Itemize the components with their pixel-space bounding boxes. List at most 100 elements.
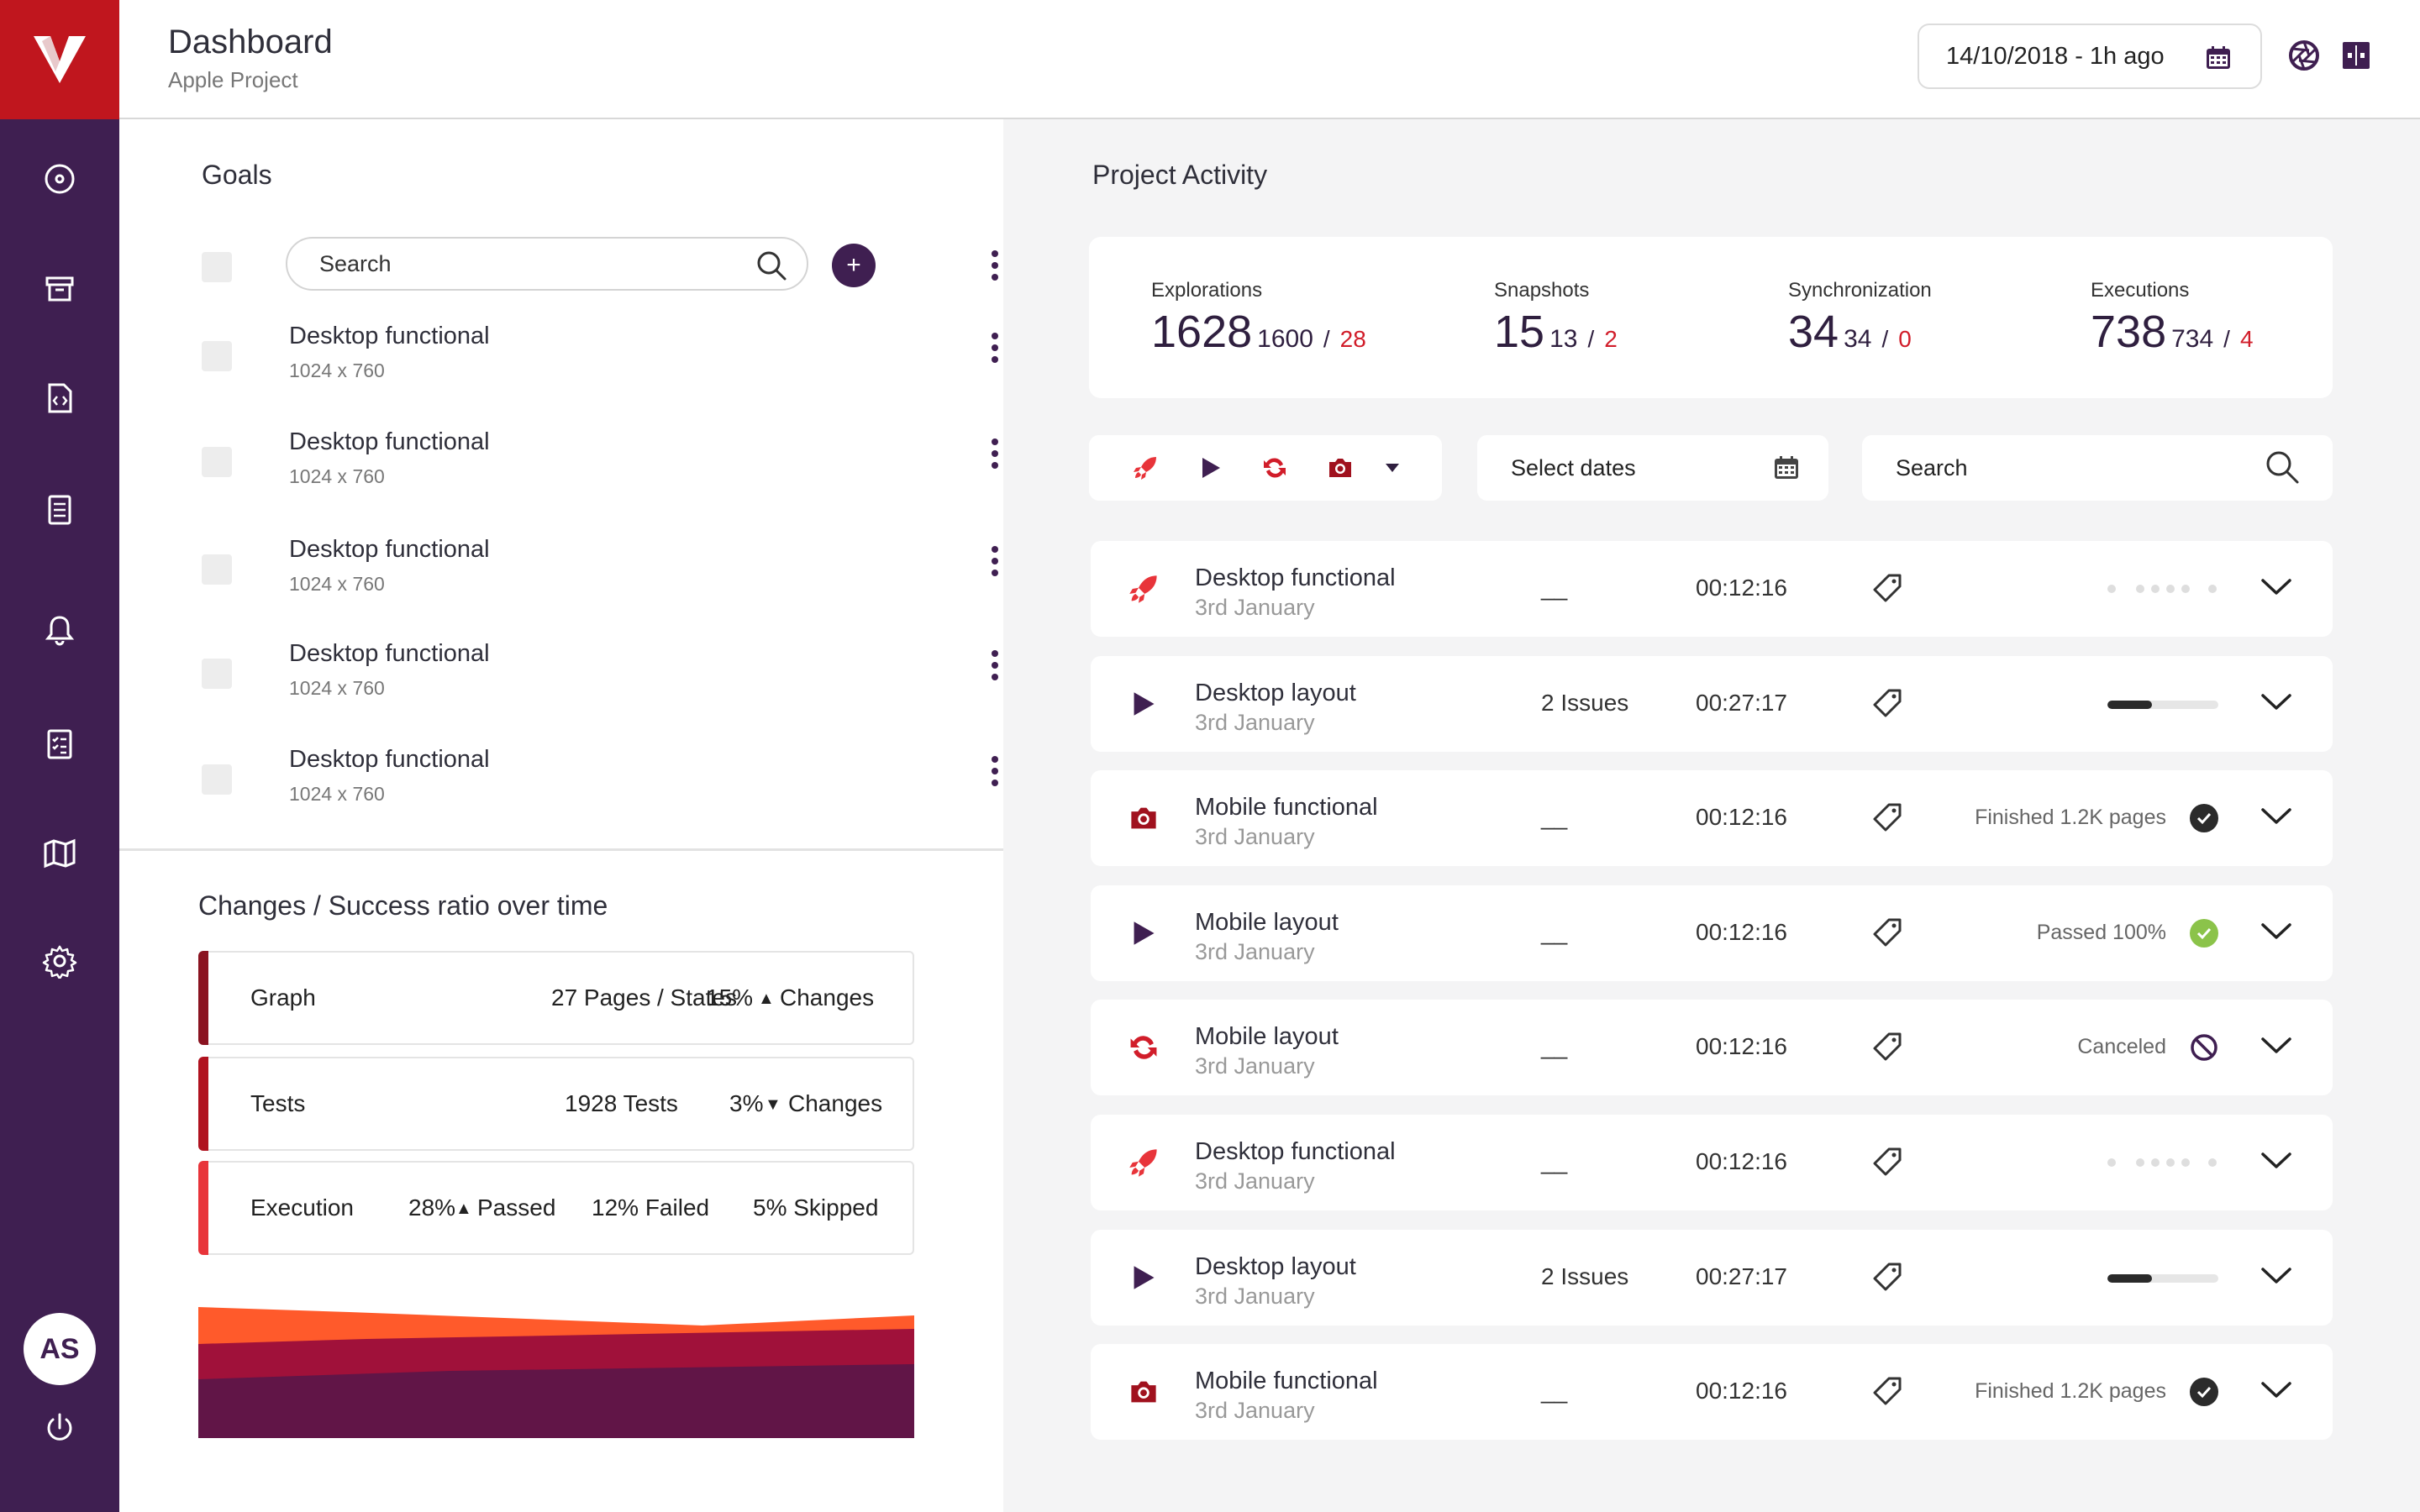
tag-icon[interactable] bbox=[1870, 1374, 1904, 1408]
filter-sync-button[interactable] bbox=[1259, 452, 1291, 484]
goal-title[interactable]: Desktop functional bbox=[289, 640, 490, 667]
chevron-down-icon bbox=[2260, 1151, 2293, 1175]
date-range-picker[interactable]: 14/10/2018 - 1h ago bbox=[1918, 24, 2262, 89]
goal-menu-button[interactable] bbox=[986, 435, 1003, 472]
goal-menu-button[interactable] bbox=[986, 647, 1003, 684]
area-layer-bottom bbox=[198, 1364, 914, 1438]
activity-issues: 2 Issues bbox=[1541, 690, 1629, 716]
sidebar-item-tests[interactable] bbox=[26, 711, 93, 778]
goals-title: Goals bbox=[202, 160, 272, 190]
goal-menu-button[interactable] bbox=[986, 753, 1003, 790]
progress-bar bbox=[2107, 701, 2218, 709]
goal-menu-button[interactable] bbox=[986, 543, 1003, 580]
tag-icon[interactable] bbox=[1870, 686, 1904, 720]
activity-row[interactable]: Desktop functional 3rd January __ 00:12:16 bbox=[1091, 1115, 2333, 1210]
tests-color-bar bbox=[198, 1057, 208, 1151]
sidebar-item-code[interactable] bbox=[26, 365, 93, 432]
sidebar-item-documents[interactable] bbox=[26, 476, 93, 543]
expand-row-button[interactable] bbox=[2259, 1374, 2294, 1410]
play-icon bbox=[1126, 1260, 1161, 1295]
activity-search-input[interactable]: Search bbox=[1862, 435, 2333, 501]
expand-row-button[interactable] bbox=[2259, 1260, 2294, 1295]
goal-checkbox[interactable] bbox=[202, 659, 232, 689]
graph-color-bar bbox=[198, 951, 208, 1045]
activity-issues: __ bbox=[1541, 919, 1568, 945]
tests-stat-card[interactable]: Tests 1928 Tests 3% ▼ Changes bbox=[198, 1057, 914, 1151]
tag-icon[interactable] bbox=[1870, 1030, 1904, 1063]
activity-row[interactable]: Desktop layout 3rd January 2 Issues 00:27:1… bbox=[1091, 1230, 2333, 1326]
filter-snapshots-button[interactable] bbox=[1324, 452, 1356, 484]
synchronization-total: 34 bbox=[1788, 307, 1839, 357]
goal-title[interactable]: Desktop functional bbox=[289, 536, 490, 563]
activity-row[interactable]: Mobile layout 3rd January __ 00:12:16 Passed… bbox=[1091, 885, 2333, 981]
add-goal-button[interactable]: + bbox=[832, 244, 876, 287]
expand-row-button[interactable] bbox=[2259, 1030, 2294, 1065]
sidebar-item-notifications[interactable] bbox=[26, 596, 93, 664]
goal-size: 1024 x 760 bbox=[289, 573, 385, 595]
graph-stat-card[interactable]: Graph 27 Pages / States 15% ▲ Changes bbox=[198, 951, 914, 1045]
filter-dropdown-button[interactable] bbox=[1376, 452, 1408, 484]
progress-bar-fill bbox=[2107, 1274, 2152, 1283]
activity-title-text: Mobile functional bbox=[1195, 1368, 1378, 1394]
activity-row[interactable]: Desktop layout 3rd January 2 Issues 00:27:1… bbox=[1091, 656, 2333, 752]
activity-title-text: Desktop functional bbox=[1195, 1138, 1396, 1165]
tag-icon[interactable] bbox=[1870, 801, 1904, 834]
avatar[interactable]: AS bbox=[24, 1313, 96, 1385]
synchronization-failed: 0 bbox=[1898, 326, 1912, 352]
goal-checkbox[interactable] bbox=[202, 447, 232, 477]
activity-title-text: Desktop layout bbox=[1195, 1253, 1356, 1280]
activity-row[interactable]: Mobile functional 3rd January __ 00:12:16 Fi… bbox=[1091, 1344, 2333, 1440]
activity-date: 3rd January bbox=[1195, 939, 1315, 964]
tag-icon[interactable] bbox=[1870, 1145, 1904, 1179]
sidebar-item-archive[interactable] bbox=[26, 255, 93, 323]
activity-date: 3rd January bbox=[1195, 1284, 1315, 1309]
filter-executions-button[interactable] bbox=[1195, 452, 1227, 484]
sidebar-item-settings[interactable] bbox=[26, 927, 93, 995]
goal-title[interactable]: Desktop functional bbox=[289, 428, 490, 455]
goal-checkbox[interactable] bbox=[202, 554, 232, 585]
expand-row-button[interactable] bbox=[2259, 916, 2294, 951]
gear-icon bbox=[42, 945, 77, 979]
expand-row-button[interactable] bbox=[2259, 571, 2294, 606]
goal-checkbox[interactable] bbox=[202, 341, 232, 371]
goal-checkbox[interactable] bbox=[202, 764, 232, 795]
graph-changes: Changes bbox=[780, 984, 875, 1011]
layout-toggle-button[interactable] bbox=[2338, 37, 2375, 74]
tag-icon[interactable] bbox=[1870, 1260, 1904, 1294]
select-all-checkbox[interactable] bbox=[202, 252, 232, 282]
tag-icon[interactable] bbox=[1870, 571, 1904, 605]
sidebar-item-map[interactable] bbox=[26, 820, 93, 887]
select-dates-input[interactable]: Select dates bbox=[1477, 435, 1828, 501]
activity-row[interactable]: Mobile layout 3rd January __ 00:12:16 Cancel… bbox=[1091, 1000, 2333, 1095]
graph-pct: 15% bbox=[706, 984, 754, 1011]
caret-down-icon bbox=[1386, 464, 1399, 472]
execution-label: Execution bbox=[250, 1194, 354, 1221]
snapshots-slash: / bbox=[1587, 326, 1595, 352]
expand-row-button[interactable] bbox=[2259, 1145, 2294, 1180]
app-logo[interactable] bbox=[0, 0, 119, 119]
rocket-icon bbox=[1134, 457, 1156, 480]
loading-dots bbox=[2107, 1158, 2218, 1168]
search-icon bbox=[2266, 451, 2299, 484]
tests-label: Tests bbox=[250, 1090, 306, 1116]
aperture-button[interactable] bbox=[2286, 37, 2323, 74]
goals-search-input[interactable]: Search bbox=[286, 237, 808, 291]
rocket-icon bbox=[1126, 571, 1161, 606]
activity-date: 3rd January bbox=[1195, 1398, 1315, 1423]
goal-title[interactable]: Desktop functional bbox=[289, 323, 490, 349]
loading-dots bbox=[2107, 585, 2218, 595]
bell-icon bbox=[45, 616, 75, 646]
goal-menu-button[interactable] bbox=[986, 329, 1003, 366]
goals-menu-button[interactable] bbox=[986, 247, 1003, 284]
sidebar-item-dashboard[interactable] bbox=[26, 145, 93, 213]
goal-title[interactable]: Desktop functional bbox=[289, 746, 490, 773]
expand-row-button[interactable] bbox=[2259, 801, 2294, 836]
expand-row-button[interactable] bbox=[2259, 686, 2294, 722]
execution-stat-card[interactable]: Execution 28% ▲ Passed 12% Failed 5% Ski… bbox=[198, 1161, 914, 1255]
logout-button[interactable] bbox=[34, 1403, 85, 1453]
tag-icon[interactable] bbox=[1870, 916, 1904, 949]
activity-row[interactable]: Mobile functional 3rd January __ 00:12:16 Fi… bbox=[1091, 770, 2333, 866]
activity-row[interactable]: Desktop functional 3rd January __ 00:12:16 bbox=[1091, 541, 2333, 637]
activity-date: 3rd January bbox=[1195, 710, 1315, 735]
filter-explorations-button[interactable] bbox=[1129, 452, 1161, 484]
